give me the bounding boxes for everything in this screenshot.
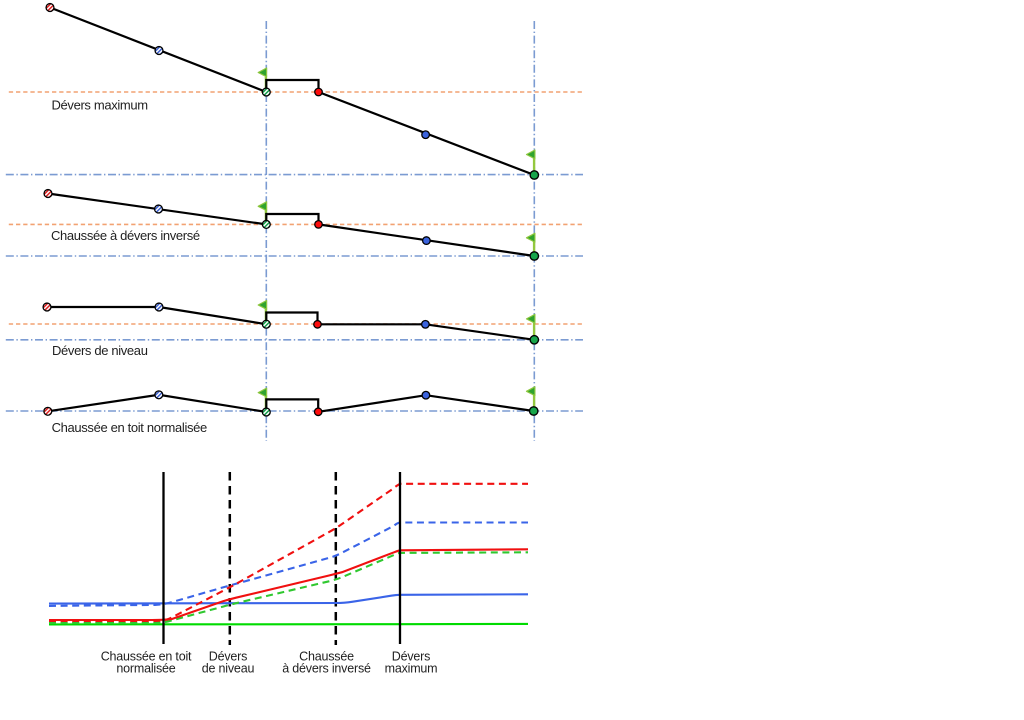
svg-text:de niveau: de niveau — [202, 662, 255, 676]
svg-text:Dévers maximum: Dévers maximum — [52, 98, 148, 113]
svg-text:Chaussée: Chaussée — [299, 650, 354, 664]
svg-text:Chaussée en toit: Chaussée en toit — [101, 650, 192, 664]
svg-text:Dévers de niveau: Dévers de niveau — [52, 343, 148, 358]
svg-text:Chaussée à dévers inversé: Chaussée à dévers inversé — [51, 228, 200, 243]
svg-text:Dévers: Dévers — [392, 650, 430, 664]
svg-text:maximum: maximum — [385, 662, 438, 676]
svg-text:Chaussée en toit normalisée: Chaussée en toit normalisée — [52, 420, 207, 435]
svg-text:à dévers inversé: à dévers inversé — [282, 662, 371, 676]
svg-text:normalisée: normalisée — [116, 662, 175, 676]
svg-text:Dévers: Dévers — [209, 650, 247, 664]
